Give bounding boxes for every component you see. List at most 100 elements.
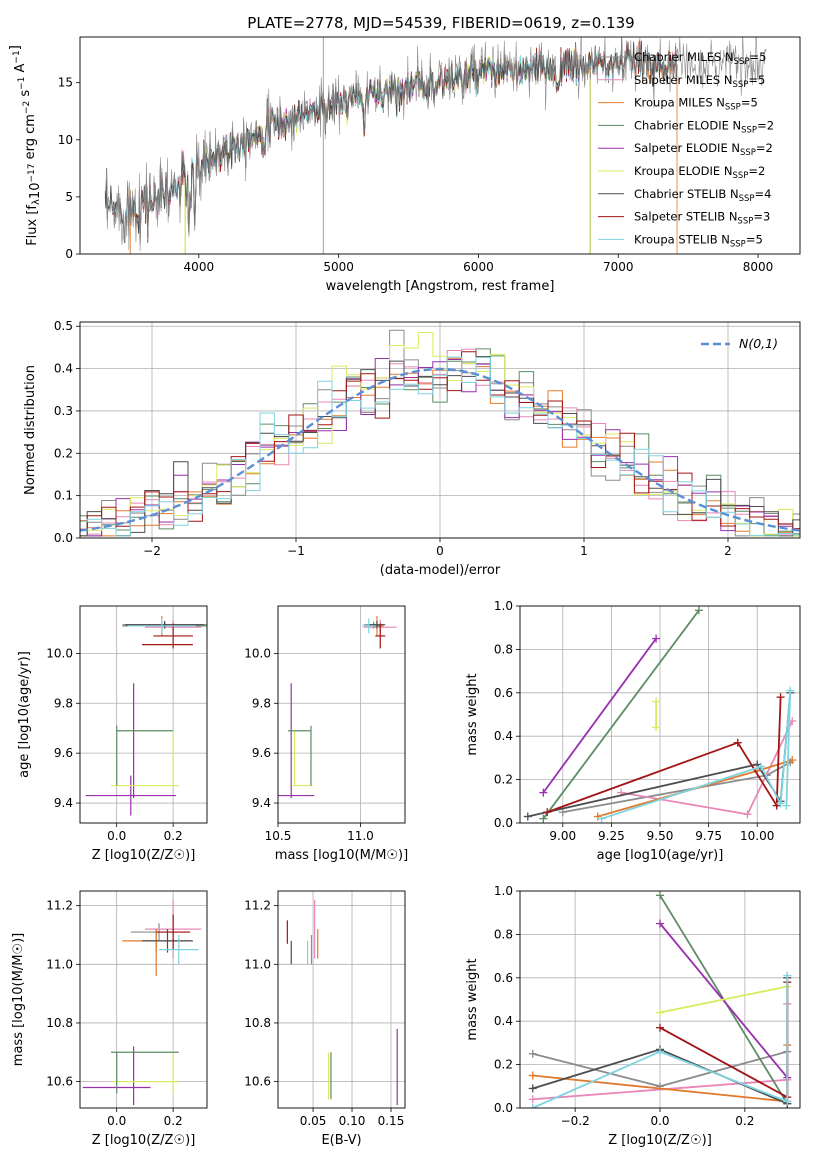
y-tick-label: 10.0 (46, 646, 73, 660)
errorbar-points (286, 899, 398, 1106)
x-tick-label: 0.2 (735, 1114, 754, 1128)
legend-value: =2 (756, 141, 773, 155)
y-tick-label: 0.0 (494, 1101, 513, 1115)
legend-label: Chabrier ELODIE NSSP=2 (634, 118, 774, 135)
y-tick-label: 0.4 (494, 1014, 513, 1028)
y-tick-label: 10.8 (244, 1016, 271, 1030)
residuals-panel: −2 −1 0 1 2 0.0 0.1 0.2 0.3 0.4 0.5 (data-model)/er… (23, 319, 801, 578)
x-tick-label: 1 (580, 544, 588, 558)
y-tick-label: 0.2 (54, 446, 73, 460)
legend-label: Kroupa ELODIE NSSP=2 (634, 164, 765, 181)
y-tick-label: 10.6 (244, 1075, 271, 1089)
y-tick-label: 0.8 (494, 642, 513, 656)
spectrum-panel: 4000 5000 6000 7000 8000 0 5 10 15 wavelength [An… (8, 36, 801, 294)
y-tick-label: 0.2 (494, 1058, 513, 1072)
x-tick-label: 4000 (184, 260, 215, 274)
label-part: Flux [f (25, 205, 40, 246)
y-axis-label: mass weight (465, 958, 480, 1040)
y-tick-label: 11.0 (244, 957, 271, 971)
y-tick-label: 10.8 (46, 1016, 73, 1030)
spectrum-line (129, 40, 678, 254)
legend-label: Kroupa STELIB NSSP=5 (634, 232, 763, 249)
label-part: −2 (22, 101, 32, 114)
legend-value: =4 (755, 187, 772, 201)
errorbar-points (82, 899, 202, 1106)
y-tick-label: 1.0 (494, 884, 513, 898)
spectrum-line (104, 37, 678, 243)
gaussian-curve (80, 367, 800, 532)
weight-lines (523, 606, 797, 823)
y-tick-label: 11.0 (46, 957, 73, 971)
label-part: −1 (17, 77, 27, 90)
weight-lines (528, 891, 792, 1108)
histogram-series (80, 351, 800, 530)
y-axis-label: Normed distribution (23, 365, 38, 495)
y-tick-label: 0.5 (54, 319, 73, 333)
y-tick-label: 0.8 (494, 927, 513, 941)
x-tick-label: −2 (143, 544, 161, 558)
label-part: ] (8, 45, 23, 50)
x-tick-label: 9.25 (598, 829, 625, 843)
y-tick-label: 10.6 (46, 1075, 73, 1089)
x-axis-label: wavelength [Angstrom, rest frame] (326, 279, 555, 294)
y-tick-label: 9.4 (252, 796, 271, 810)
y-tick-label: 1.0 (494, 599, 513, 613)
spectrum-line (129, 41, 678, 246)
legend-value: =5 (748, 73, 765, 87)
spectrum-line (104, 41, 678, 244)
label-part: A (13, 63, 28, 76)
x-tick-label: 0.2 (164, 1114, 183, 1128)
x-tick-label: 0.0 (107, 829, 126, 843)
legend-subscript: SSP (732, 80, 748, 90)
x-tick-label: 9.50 (647, 829, 674, 843)
y-tick-label: 0.2 (494, 773, 513, 787)
axes-frame (79, 605, 208, 824)
y-axis-label: age [log10(age/yr)] (17, 651, 32, 778)
legend-value: =2 (748, 164, 765, 178)
legend-subscript: SSP (734, 57, 750, 67)
y-axis-label: mass weight (465, 673, 480, 755)
y-tick-label: 0.6 (494, 686, 513, 700)
x-tick-label: 0 (436, 544, 444, 558)
y-tick-label: 11.2 (46, 899, 73, 913)
axes-frame (79, 36, 801, 255)
x-tick-label: 5000 (323, 260, 354, 274)
axes-frame (79, 890, 208, 1109)
weight-series (659, 985, 788, 1014)
y-tick-label: 9.6 (54, 746, 73, 760)
weight-series (659, 922, 788, 1079)
legend-subscript: SSP (741, 125, 757, 135)
histogram-series (80, 348, 800, 537)
legend-label: Salpeter ELODIE NSSP=2 (634, 141, 773, 158)
y-tick-label: 0.4 (494, 729, 513, 743)
legend-value: =5 (741, 96, 758, 110)
x-tick-label: 0.15 (378, 1114, 405, 1128)
ebv-mass-panel: 0.05 0.10 0.15 10.6 10.8 11.0 11.2 E(B-V) (244, 890, 406, 1148)
axes-frame (277, 605, 406, 824)
y-tick-label: 0.4 (54, 362, 73, 376)
x-tick-label: 8000 (743, 260, 774, 274)
y-tick-label: 0.1 (54, 489, 73, 503)
x-tick-label: 10.5 (265, 829, 292, 843)
x-tick-label: 0.05 (300, 1114, 327, 1128)
weight-series (562, 761, 791, 813)
histogram-series (80, 348, 800, 537)
histogram-series (80, 356, 800, 537)
spectrum-line (104, 37, 767, 252)
x-axis-label: Z [log10(Z/Z☉)] (92, 848, 196, 863)
legend-subscript: SSP (730, 239, 746, 249)
legend-subscript: SSP (739, 194, 755, 204)
y-tick-label: 0 (65, 247, 73, 261)
x-tick-label: 0.2 (164, 829, 183, 843)
y-tick-label: 9.4 (54, 796, 73, 810)
x-tick-label: 0.0 (107, 1114, 126, 1128)
label-part: λ (31, 199, 42, 205)
y-tick-label: 0.0 (494, 816, 513, 830)
x-tick-label: 2 (724, 544, 732, 558)
y-tick-label: 0.3 (54, 404, 73, 418)
z-weight-panel: −0.2 0.0 0.2 0.0 0.2 0.4 0.6 0.8 1.0 Z [log10(Z/Z… (465, 884, 801, 1148)
age-weight-panel: 9.00 9.25 9.50 9.75 10.00 0.0 0.2 0.4 0.6 0.8 1.0 a… (465, 599, 801, 863)
legend-value: =3 (753, 210, 770, 224)
legend-value: =5 (750, 50, 767, 64)
